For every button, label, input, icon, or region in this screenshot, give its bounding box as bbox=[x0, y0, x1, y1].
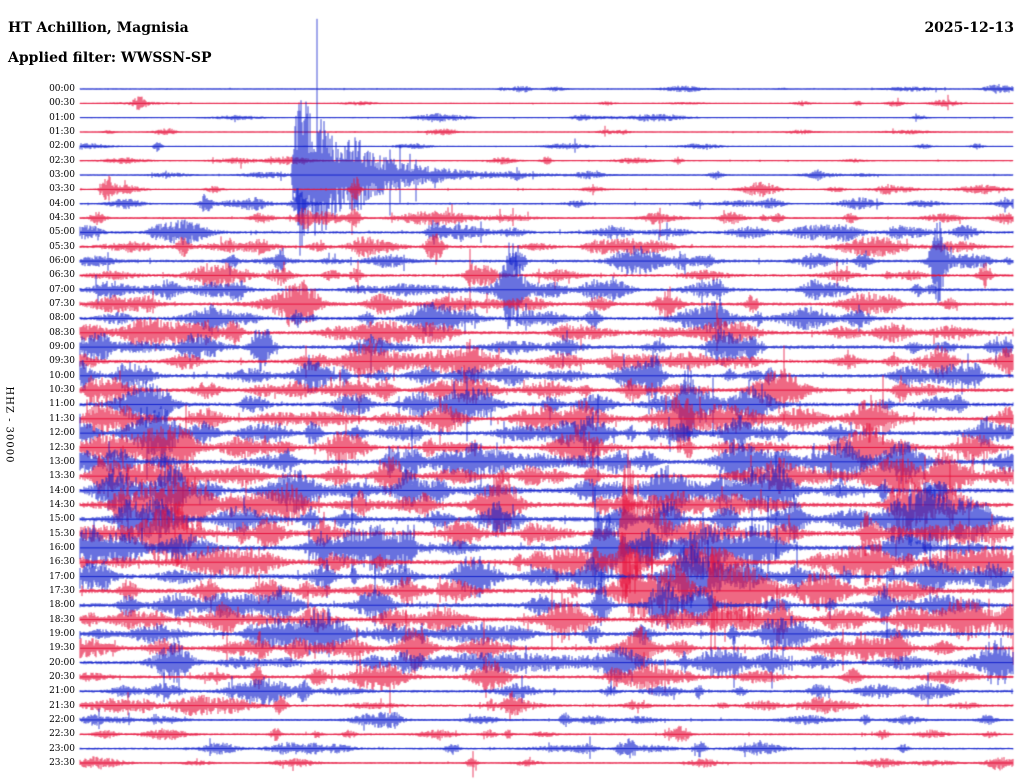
time-label: 00:00 bbox=[49, 84, 75, 94]
time-label: 17:30 bbox=[49, 585, 75, 596]
time-label: 01:00 bbox=[49, 112, 75, 123]
time-label: 12:00 bbox=[49, 428, 75, 439]
time-label: 06:30 bbox=[49, 270, 75, 281]
time-label: 14:00 bbox=[49, 485, 75, 496]
time-label: 03:30 bbox=[49, 184, 75, 195]
time-label: 06:00 bbox=[49, 256, 75, 267]
time-label: 22:00 bbox=[49, 714, 75, 725]
time-label: 03:00 bbox=[49, 170, 75, 181]
time-label: 05:00 bbox=[49, 227, 75, 238]
applied-filter-label: Applied filter: WWSSN-SP bbox=[8, 50, 212, 66]
time-label: 16:00 bbox=[49, 542, 75, 553]
date-label: 2025-12-13 bbox=[924, 20, 1014, 36]
time-label: 00:30 bbox=[49, 98, 75, 109]
time-label: 02:30 bbox=[49, 155, 75, 166]
time-label: 17:00 bbox=[49, 571, 75, 582]
time-label: 11:00 bbox=[49, 399, 75, 410]
time-label: 01:30 bbox=[49, 127, 75, 138]
time-label: 15:00 bbox=[49, 514, 75, 525]
time-label: 02:00 bbox=[49, 141, 75, 152]
time-label: 05:30 bbox=[49, 241, 75, 252]
time-label: 10:00 bbox=[49, 370, 75, 381]
time-label: 08:00 bbox=[49, 313, 75, 324]
time-label: 15:30 bbox=[49, 528, 75, 539]
time-label: 18:30 bbox=[49, 614, 75, 625]
station-title: HT Achillion, Magnisia bbox=[8, 20, 189, 36]
time-label: 13:00 bbox=[49, 456, 75, 467]
time-label: 12:30 bbox=[49, 442, 75, 453]
time-label: 07:00 bbox=[49, 284, 75, 295]
time-label: 21:00 bbox=[49, 686, 75, 697]
time-label: 20:30 bbox=[49, 671, 75, 682]
time-label: 23:30 bbox=[49, 757, 75, 768]
time-label: 04:30 bbox=[49, 213, 75, 224]
time-label: 09:30 bbox=[49, 356, 75, 367]
time-label: 04:00 bbox=[49, 198, 75, 209]
time-label: 21:30 bbox=[49, 700, 75, 711]
time-label: 22:30 bbox=[49, 729, 75, 740]
time-label: 20:00 bbox=[49, 657, 75, 668]
time-label: 19:00 bbox=[49, 628, 75, 639]
time-label: 08:30 bbox=[49, 327, 75, 338]
time-label: 13:30 bbox=[49, 471, 75, 482]
time-label: 19:30 bbox=[49, 643, 75, 654]
time-label: 09:00 bbox=[49, 342, 75, 353]
time-label: 18:00 bbox=[49, 600, 75, 611]
time-label: 07:30 bbox=[49, 299, 75, 310]
time-label: 23:00 bbox=[49, 743, 75, 754]
time-label: 14:30 bbox=[49, 499, 75, 510]
time-label: 11:30 bbox=[49, 413, 75, 424]
time-label: 10:30 bbox=[49, 385, 75, 396]
time-label: 16:30 bbox=[49, 557, 75, 568]
